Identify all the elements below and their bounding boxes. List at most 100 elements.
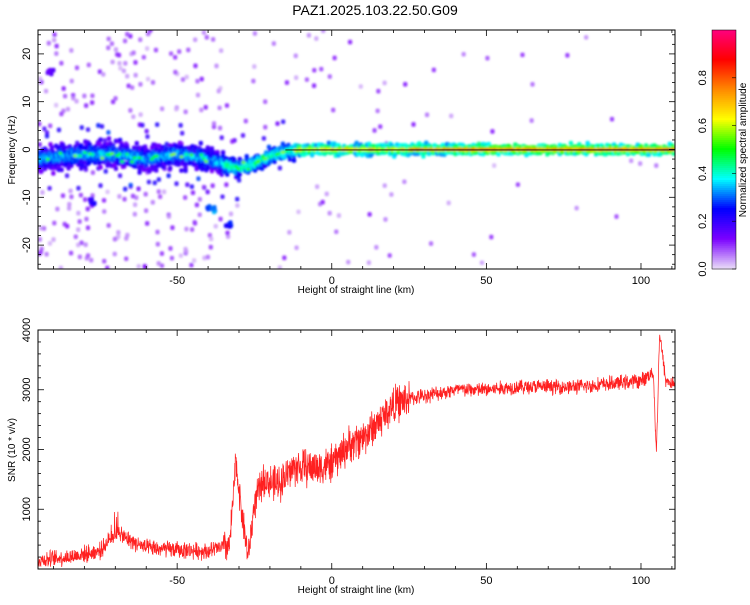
heatmap-cell <box>385 148 389 151</box>
heatmap-cell <box>347 39 353 45</box>
heatmap-cell <box>454 148 458 151</box>
heatmap-cell <box>402 148 406 151</box>
heatmap-cell <box>159 106 165 112</box>
colorbar-strip <box>712 113 736 117</box>
spectrogram-xtick-label: 50 <box>480 275 492 287</box>
heatmap-cell <box>331 107 336 113</box>
heatmap-cell <box>294 245 299 251</box>
colorbar-strip <box>712 167 736 171</box>
heatmap-cell <box>306 148 309 151</box>
heatmap-cell <box>87 142 92 147</box>
heatmap-cell <box>282 255 287 261</box>
heatmap-cell <box>368 148 371 151</box>
heatmap-cell <box>447 148 450 151</box>
heatmap-cell <box>209 236 214 242</box>
spectrogram-xtick-label: 100 <box>632 275 650 287</box>
heatmap-cell <box>491 148 495 151</box>
heatmap-cell <box>608 148 611 151</box>
heatmap-cell <box>515 182 521 187</box>
heatmap-cell <box>422 148 426 151</box>
figure-title: PAZ1.2025.103.22.50.G09 <box>292 2 458 18</box>
colorbar-strip <box>712 257 736 260</box>
heatmap-cell <box>210 183 215 188</box>
colorbar-strip <box>712 233 736 236</box>
heatmap-cell <box>52 37 57 43</box>
heatmap-cell <box>615 148 619 151</box>
colorbar-strip <box>712 147 736 151</box>
heatmap-cell <box>489 148 492 151</box>
heatmap-cell <box>251 78 256 84</box>
colorbar-strip <box>712 243 736 246</box>
heatmap-cell <box>218 216 223 222</box>
colorbar-strip <box>712 55 736 59</box>
colorbar-strip <box>712 227 736 230</box>
heatmap-cell <box>358 84 363 89</box>
heatmap-cell <box>90 153 95 157</box>
snr-ytick-label: 2000 <box>21 437 33 461</box>
heatmap-cell <box>534 148 537 151</box>
colorbar-strip <box>712 193 736 196</box>
colorbar-strip <box>712 253 736 256</box>
colorbar-strip <box>712 49 736 53</box>
heatmap-cell <box>435 148 438 151</box>
heatmap-cell <box>370 148 374 151</box>
heatmap-cell <box>635 148 638 151</box>
colorbar-strip <box>712 235 736 238</box>
heatmap-cell <box>252 31 258 36</box>
heatmap-cell <box>228 211 234 217</box>
heatmap-cell <box>103 168 108 174</box>
heatmap-cell <box>647 148 651 151</box>
heatmap-cell <box>291 158 297 163</box>
heatmap-cell <box>117 173 123 179</box>
heatmap-cell <box>117 60 122 66</box>
heatmap-cell <box>84 216 89 222</box>
heatmap-cell <box>263 157 268 161</box>
heatmap-cell <box>110 59 115 65</box>
heatmap-cell <box>213 223 218 229</box>
heatmap-cell <box>471 252 476 257</box>
heatmap-cell <box>123 186 128 192</box>
heatmap-cell <box>216 88 221 94</box>
heatmap-cell <box>44 251 49 257</box>
heatmap-cell <box>217 125 223 131</box>
heatmap-cell <box>462 148 465 151</box>
heatmap-cell <box>440 148 443 151</box>
colorbar-strip <box>712 133 736 137</box>
heatmap-cell <box>183 164 188 170</box>
heatmap-cell <box>320 199 325 205</box>
heatmap-cell <box>117 137 123 143</box>
heatmap-cell <box>158 194 163 200</box>
heatmap-cell <box>620 148 624 151</box>
heatmap-cell <box>277 165 282 171</box>
heatmap-cell <box>217 105 222 111</box>
colorbar-strip <box>712 241 736 244</box>
heatmap-cell <box>618 148 621 151</box>
heatmap-cell <box>134 141 139 146</box>
heatmap-cell <box>442 148 445 151</box>
heatmap-cell <box>313 148 317 151</box>
heatmap-cell <box>106 136 112 141</box>
heatmap-cell <box>54 102 59 108</box>
heatmap-cell <box>177 49 182 54</box>
heatmap-cell <box>363 148 366 151</box>
heatmap-cell <box>65 106 71 112</box>
heatmap-cell <box>44 130 50 135</box>
heatmap-cell <box>263 99 268 105</box>
heatmap-cell <box>100 156 105 160</box>
heatmap-cell <box>144 208 149 214</box>
heatmap-cell <box>45 157 50 161</box>
heatmap-cell <box>431 67 436 73</box>
heatmap-cell <box>671 151 675 156</box>
colorbar-strip <box>712 159 736 163</box>
heatmap-cell <box>224 103 230 108</box>
heatmap-cell <box>150 80 156 85</box>
colorbar-strip <box>712 215 736 218</box>
heatmap-cell <box>140 122 145 128</box>
heatmap-cell <box>487 148 490 151</box>
colorbar-strip <box>712 221 736 224</box>
heatmap-cell <box>312 67 317 73</box>
heatmap-cell <box>85 206 90 212</box>
heatmap-cell <box>243 118 248 124</box>
colorbar-strip <box>712 129 736 133</box>
heatmap-cell <box>469 148 473 151</box>
